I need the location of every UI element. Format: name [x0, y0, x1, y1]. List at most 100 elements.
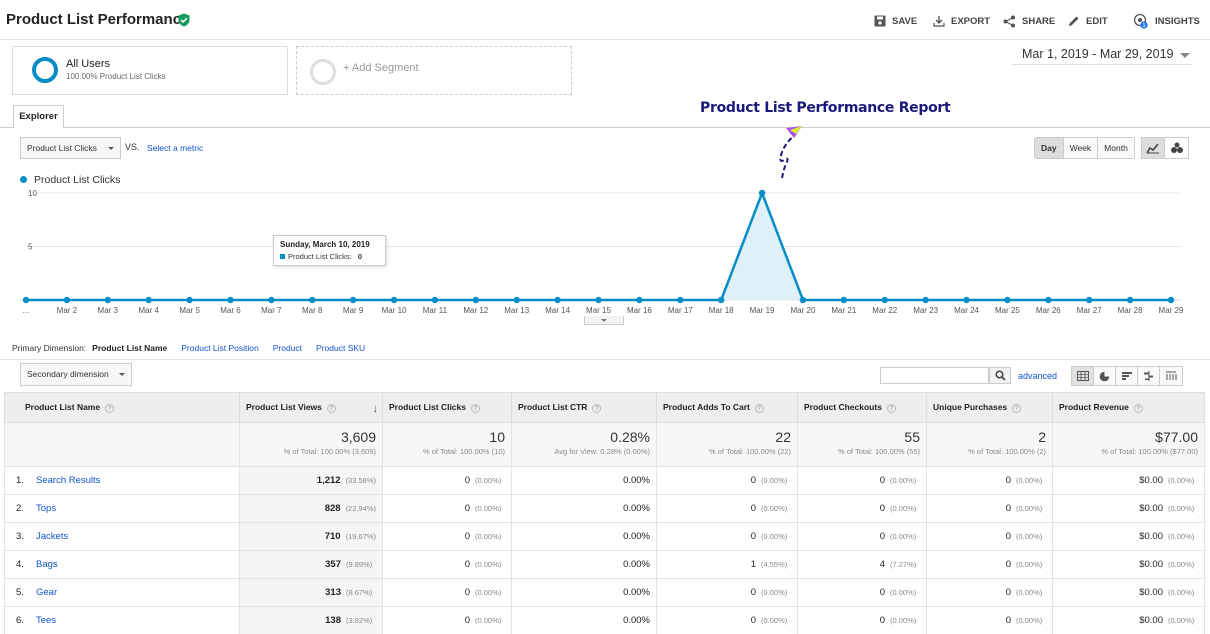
tab-explorer[interactable]: Explorer [13, 105, 64, 128]
column-header-adds-to-cart[interactable]: Product Adds To Cart? [656, 392, 798, 423]
motion-chart-button[interactable] [1165, 138, 1188, 158]
help-icon[interactable]: ? [1133, 403, 1143, 413]
table-row: 1. Search Results 1,212 (33.58%) 0 (0.00%) 0.0… [4, 466, 1205, 495]
view-percentage-button[interactable] [1094, 367, 1116, 385]
add-segment-label: + Add Segment [343, 62, 419, 74]
row-index: 6. [16, 615, 24, 626]
chart-collapse-handle[interactable] [584, 316, 624, 325]
granularity-day-button[interactable]: Day [1035, 138, 1064, 158]
share-button[interactable]: SHARE [1003, 14, 1055, 28]
segment-all-users[interactable]: All Users 100.00% Product List Clicks [12, 46, 288, 95]
row-index: 2. [16, 503, 24, 514]
table-cell: 0.00% [511, 522, 657, 551]
cell-percent: (0.00%) [1168, 588, 1195, 597]
date-range-picker[interactable]: Mar 1, 2019 - Mar 29, 2019 [1022, 47, 1174, 61]
product-list-link[interactable]: Tops [36, 503, 57, 514]
table-cell: 0 (0.00%) [656, 494, 798, 523]
data-point [758, 189, 766, 197]
column-header-clicks[interactable]: Product List Clicks? [382, 392, 512, 423]
advanced-filter-link[interactable]: advanced [1018, 371, 1058, 381]
cell-value: 0.00% [623, 587, 650, 598]
data-point [22, 296, 30, 304]
help-icon[interactable]: ? [886, 403, 896, 413]
cell-percent: (0.00%) [475, 616, 502, 625]
edit-button[interactable]: EDIT [1068, 14, 1108, 28]
cell-value: 0.00% [623, 531, 650, 542]
x-tick-label: Mar 22 [872, 306, 897, 315]
table-cell: 0 (0.00%) [382, 466, 512, 495]
y-tick-label: 10 [28, 189, 37, 198]
help-icon[interactable]: ? [592, 403, 602, 413]
dimension-link-list-position[interactable]: Product List Position [181, 343, 259, 353]
x-tick-label: Mar 20 [791, 306, 816, 315]
help-icon[interactable]: ? [326, 403, 336, 413]
column-header-label: Product Revenue [1059, 402, 1129, 413]
table-search-input[interactable] [880, 367, 989, 384]
insights-button[interactable]: 1 INSIGHTS [1133, 13, 1200, 29]
column-header-label: Unique Purchases [933, 402, 1008, 413]
granularity-week-button[interactable]: Week [1063, 138, 1099, 158]
total-sub: % of Total: 100.00% (22) [709, 447, 791, 456]
help-icon[interactable]: ? [754, 403, 764, 413]
product-list-link[interactable]: Jackets [36, 531, 69, 542]
table-cell: 0 (0.00%) [656, 466, 798, 495]
export-button[interactable]: EXPORT [933, 14, 990, 28]
table-cell: 0.00% [511, 550, 657, 579]
secondary-dimension-dropdown[interactable]: Secondary dimension [20, 363, 132, 386]
view-data-button[interactable] [1072, 367, 1094, 385]
cell-percent: (33.58%) [345, 476, 376, 485]
column-header-views[interactable]: Product List Views? ↓ [239, 392, 383, 423]
legend-dot [20, 176, 27, 183]
view-comparison-button[interactable] [1138, 367, 1160, 385]
cell-percent: (9.89%) [346, 560, 373, 569]
save-button[interactable]: SAVE [874, 14, 917, 28]
add-segment-button[interactable]: + Add Segment [296, 46, 572, 95]
cell-percent: (0.00%) [1016, 588, 1043, 597]
bubble-chart-icon [1170, 142, 1183, 153]
product-list-link[interactable]: Search Results [36, 475, 101, 486]
table-cell: 0 (0.00%) [382, 494, 512, 523]
table-cell: 0 (0.00%) [926, 578, 1053, 607]
primary-dimension-bar: Primary Dimension: Product List Name Pro… [12, 343, 365, 353]
column-header-product-list-name[interactable]: Product List Name? [4, 392, 240, 423]
line-chart-button[interactable] [1142, 138, 1165, 158]
view-performance-button[interactable] [1116, 367, 1138, 385]
table-cell: 828 (22.94%) [239, 494, 383, 523]
data-point [636, 296, 643, 304]
view-pivot-button[interactable] [1160, 367, 1182, 385]
product-list-link[interactable]: Tees [36, 615, 57, 626]
date-caret-icon[interactable] [1180, 53, 1190, 58]
table-cell: 0 (0.00%) [382, 550, 512, 579]
cell-value: $0.00 [1139, 531, 1163, 542]
table-cell: 0 (0.00%) [797, 494, 927, 523]
dimension-link-product[interactable]: Product [272, 343, 303, 353]
total-value: 22 [775, 429, 791, 445]
column-header-ctr[interactable]: Product List CTR? [511, 392, 657, 423]
comparison-icon [1143, 371, 1153, 381]
help-icon[interactable]: ? [471, 403, 480, 413]
cell-value: 0 [879, 531, 885, 542]
table-cell: $0.00 (0.00%) [1052, 578, 1205, 607]
select-metric-link[interactable]: Select a metric [147, 143, 204, 153]
metric-dropdown[interactable]: Product List Clicks [20, 137, 121, 159]
total-value: 2 [1038, 429, 1046, 445]
granularity-month-button[interactable]: Month [1098, 138, 1134, 158]
column-header-checkouts[interactable]: Product Checkouts? [797, 392, 927, 423]
dimension-link-sku[interactable]: Product SKU [316, 343, 366, 353]
help-icon[interactable]: ? [105, 403, 115, 413]
cell-percent: (0.00%) [475, 560, 502, 569]
column-header-unique-purchases[interactable]: Unique Purchases? [926, 392, 1053, 423]
table-cell: 0 (0.00%) [926, 606, 1053, 634]
totals-name-cell [4, 422, 240, 467]
table-cell: 138 (3.82%) [239, 606, 383, 634]
column-header-revenue[interactable]: Product Revenue? [1052, 392, 1205, 423]
cell-value: 710 [324, 531, 341, 542]
total-cell: $77.00 % of Total: 100.00% ($77.00) [1052, 422, 1205, 467]
product-list-link[interactable]: Gear [36, 587, 58, 598]
table-cell: 0 (0.00%) [926, 494, 1053, 523]
table-search-button[interactable] [989, 367, 1011, 384]
data-point [104, 296, 111, 304]
product-list-link[interactable]: Bags [36, 559, 58, 570]
help-icon[interactable]: ? [1012, 403, 1022, 413]
x-tick-label: Mar 3 [98, 306, 119, 315]
